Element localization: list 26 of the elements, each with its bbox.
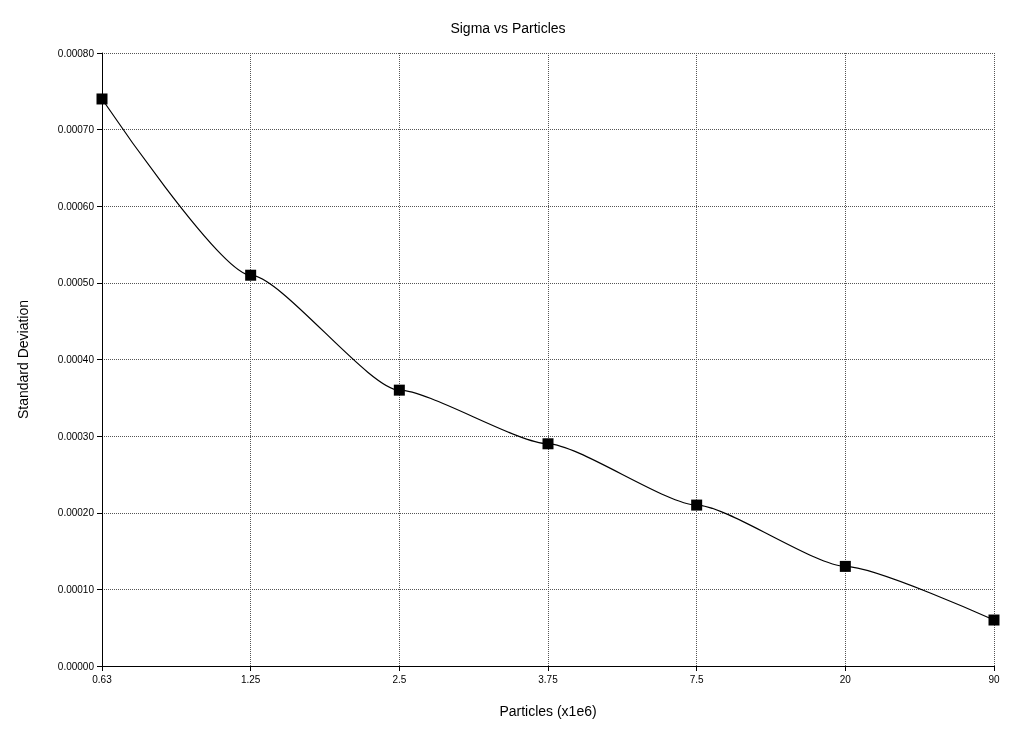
y-tick-label: 0.00010 (57, 583, 95, 595)
point (988, 614, 1000, 626)
y-tick-label: 0.00060 (57, 200, 95, 212)
point (542, 438, 554, 450)
x-tick-label: 7.5 (689, 673, 705, 685)
x-tick-label: 3.75 (538, 673, 559, 685)
point (839, 560, 851, 572)
y-tick-label: 0.00080 (57, 47, 95, 59)
point (245, 269, 257, 281)
point (393, 384, 405, 396)
y-tick-label: 0.00050 (57, 277, 95, 289)
y-tick-label: 0.00030 (57, 430, 95, 442)
x-tick-label: 2.5 (392, 673, 407, 685)
x-tick-label: 20 (839, 673, 852, 685)
y-tick-label: 0.00000 (57, 660, 95, 672)
x-axis-title: Particles (x1e6) (499, 703, 597, 719)
y-axis-title: Standard Deviation (15, 299, 31, 420)
y-tick-label: 0.00020 (57, 507, 95, 519)
y-tick-label: 0.00070 (57, 124, 95, 136)
x-tick-label: 1.25 (240, 673, 261, 685)
chart-title: Sigma vs Particles (450, 20, 566, 36)
y-tick-label: 0.00040 (57, 354, 95, 365)
point (691, 499, 703, 511)
x-tick-label: 90 (988, 673, 1000, 685)
x-tick-label: 0.63 (92, 673, 113, 685)
point (96, 93, 108, 105)
